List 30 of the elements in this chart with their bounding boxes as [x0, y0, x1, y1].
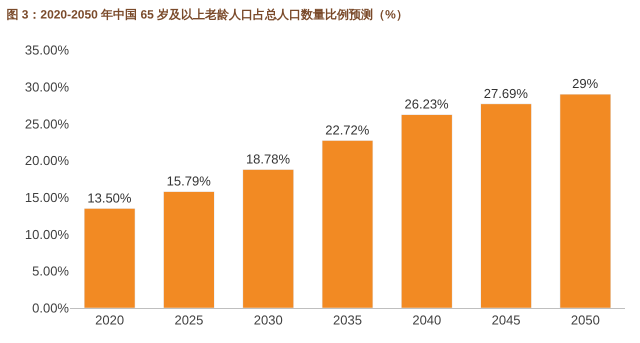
- bar: [322, 140, 374, 308]
- x-tick-label: 2045: [492, 312, 521, 328]
- x-tick-label: 2050: [570, 312, 600, 328]
- bar: [84, 208, 136, 308]
- data-label: 18.78%: [246, 152, 290, 167]
- y-tick-label: 15.00%: [24, 190, 70, 205]
- y-tick-label: 10.00%: [24, 226, 70, 242]
- bar: [242, 169, 294, 308]
- bar: [401, 114, 452, 308]
- x-tick-label: 2020: [95, 312, 124, 328]
- bar: [163, 191, 215, 308]
- bar: [560, 94, 611, 308]
- chart-title: 图 3：2020-2050 年中国 65 岁及以上老龄人口占总人口数量比例预测（%）: [6, 8, 408, 22]
- x-tick-label: 2035: [333, 312, 362, 328]
- y-tick-label: 35.00%: [24, 42, 70, 58]
- y-tick-label: 30.00%: [24, 79, 70, 94]
- data-label: 27.69%: [484, 86, 528, 101]
- y-tick-label: 25.00%: [24, 116, 70, 132]
- y-tick-label: 20.00%: [24, 153, 70, 168]
- data-label: 15.79%: [166, 174, 212, 189]
- data-label: 13.50%: [87, 190, 132, 206]
- data-label: 26.23%: [404, 96, 450, 112]
- y-tick-label: 5.00%: [32, 264, 70, 279]
- x-tick-label: 2025: [174, 312, 204, 328]
- data-label: 29%: [572, 76, 599, 92]
- data-label: 22.72%: [325, 122, 370, 138]
- x-tick-label: 2040: [412, 312, 442, 328]
- x-tick-label: 2030: [254, 312, 283, 328]
- y-tick-label: 0.00%: [32, 300, 70, 316]
- bar: [480, 104, 532, 308]
